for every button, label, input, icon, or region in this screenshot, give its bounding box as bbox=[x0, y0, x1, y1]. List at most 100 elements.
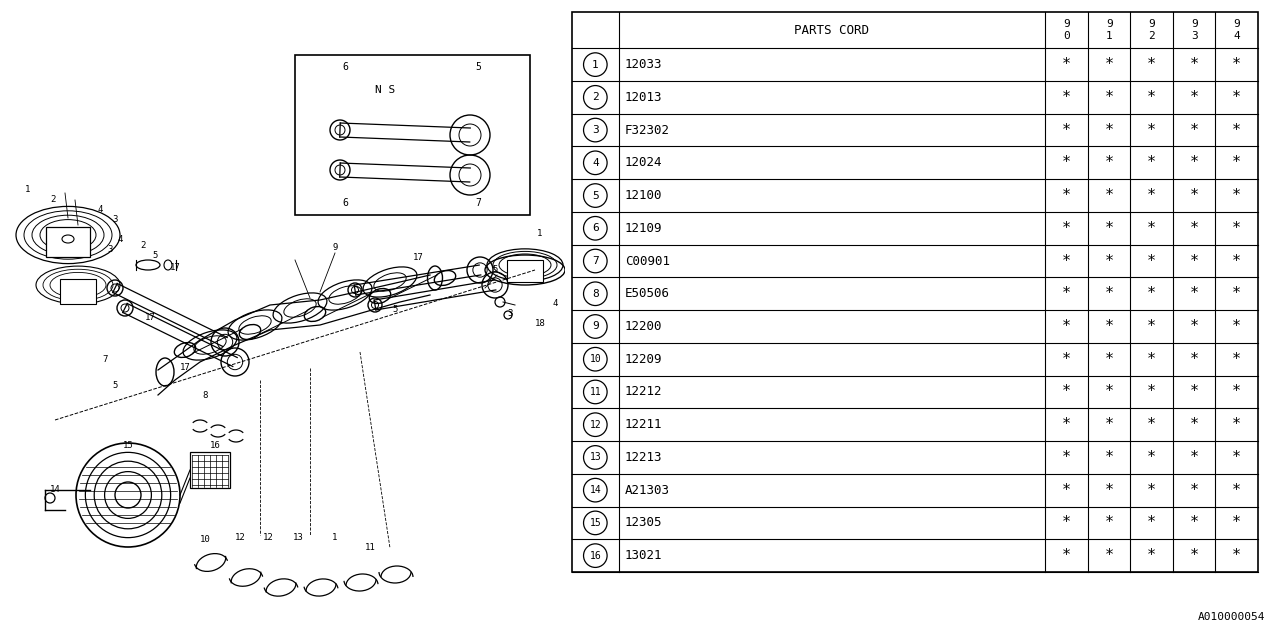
Circle shape bbox=[584, 413, 607, 436]
Text: *: * bbox=[1147, 385, 1156, 399]
Text: *: * bbox=[1147, 156, 1156, 170]
Text: *: * bbox=[1105, 221, 1114, 236]
Text: *: * bbox=[1105, 57, 1114, 72]
Text: 12212: 12212 bbox=[625, 385, 662, 399]
Text: *: * bbox=[1233, 221, 1242, 236]
Text: *: * bbox=[1189, 253, 1199, 269]
Text: *: * bbox=[1062, 483, 1071, 498]
Text: 1: 1 bbox=[333, 532, 338, 541]
Text: 9
1: 9 1 bbox=[1106, 19, 1112, 41]
Text: *: * bbox=[1105, 417, 1114, 432]
Text: *: * bbox=[1233, 417, 1242, 432]
Text: 2: 2 bbox=[141, 241, 146, 250]
Text: 13: 13 bbox=[293, 532, 303, 541]
Text: 10: 10 bbox=[200, 536, 210, 545]
Text: 9
3: 9 3 bbox=[1190, 19, 1198, 41]
Text: PARTS CORD: PARTS CORD bbox=[795, 24, 869, 36]
Text: 4: 4 bbox=[97, 205, 102, 214]
Text: 5: 5 bbox=[475, 62, 481, 72]
Text: *: * bbox=[1147, 352, 1156, 367]
Text: *: * bbox=[1147, 515, 1156, 531]
Text: 16: 16 bbox=[590, 550, 602, 561]
Text: 5: 5 bbox=[591, 191, 599, 200]
Text: 6: 6 bbox=[342, 198, 348, 208]
Circle shape bbox=[584, 86, 607, 109]
Text: *: * bbox=[1147, 319, 1156, 334]
Text: 9
2: 9 2 bbox=[1148, 19, 1155, 41]
Text: 14: 14 bbox=[590, 485, 602, 495]
Text: 17: 17 bbox=[179, 364, 191, 372]
Text: *: * bbox=[1062, 57, 1071, 72]
Text: *: * bbox=[1105, 319, 1114, 334]
Text: *: * bbox=[1105, 188, 1114, 203]
Text: *: * bbox=[1062, 385, 1071, 399]
Circle shape bbox=[584, 53, 607, 76]
Text: *: * bbox=[1233, 548, 1242, 563]
Text: 12211: 12211 bbox=[625, 418, 662, 431]
Text: *: * bbox=[1062, 90, 1071, 105]
Text: 14: 14 bbox=[50, 486, 60, 495]
Text: *: * bbox=[1147, 188, 1156, 203]
Text: 5: 5 bbox=[392, 305, 398, 314]
Text: 9: 9 bbox=[591, 321, 599, 332]
Text: 12109: 12109 bbox=[625, 222, 662, 235]
Text: 16: 16 bbox=[210, 440, 220, 449]
Text: *: * bbox=[1062, 417, 1071, 432]
Text: *: * bbox=[1105, 286, 1114, 301]
Text: F32302: F32302 bbox=[625, 124, 669, 136]
Text: *: * bbox=[1105, 90, 1114, 105]
Text: *: * bbox=[1147, 548, 1156, 563]
Text: 4: 4 bbox=[591, 158, 599, 168]
Circle shape bbox=[584, 380, 607, 404]
Text: *: * bbox=[1233, 515, 1242, 531]
Text: E50506: E50506 bbox=[625, 287, 669, 300]
Text: *: * bbox=[1189, 90, 1199, 105]
Text: 3: 3 bbox=[507, 308, 513, 317]
Text: 5: 5 bbox=[152, 250, 157, 259]
Circle shape bbox=[584, 249, 607, 273]
Text: *: * bbox=[1233, 352, 1242, 367]
Text: *: * bbox=[1189, 483, 1199, 498]
Text: *: * bbox=[1062, 548, 1071, 563]
Bar bbox=[507, 260, 543, 282]
Text: *: * bbox=[1189, 286, 1199, 301]
Text: 6: 6 bbox=[591, 223, 599, 233]
Text: *: * bbox=[1189, 57, 1199, 72]
Text: *: * bbox=[1105, 253, 1114, 269]
Circle shape bbox=[584, 348, 607, 371]
Circle shape bbox=[584, 315, 607, 339]
Text: 7: 7 bbox=[475, 198, 481, 208]
Text: *: * bbox=[1147, 286, 1156, 301]
Text: 17: 17 bbox=[170, 264, 180, 273]
Text: *: * bbox=[1189, 385, 1199, 399]
Text: 8: 8 bbox=[202, 390, 207, 399]
Text: 3: 3 bbox=[591, 125, 599, 135]
Text: *: * bbox=[1105, 483, 1114, 498]
Bar bbox=[572, 12, 1258, 572]
Circle shape bbox=[584, 282, 607, 305]
Text: 17: 17 bbox=[145, 314, 155, 323]
Text: C00901: C00901 bbox=[625, 255, 669, 268]
Text: *: * bbox=[1147, 450, 1156, 465]
Text: *: * bbox=[1233, 57, 1242, 72]
Text: 11: 11 bbox=[365, 543, 375, 552]
Text: *: * bbox=[1189, 548, 1199, 563]
Text: 9
4: 9 4 bbox=[1234, 19, 1240, 41]
Text: *: * bbox=[1062, 352, 1071, 367]
Text: *: * bbox=[1062, 253, 1071, 269]
Text: 13: 13 bbox=[590, 452, 602, 463]
Text: *: * bbox=[1233, 253, 1242, 269]
Text: *: * bbox=[1105, 450, 1114, 465]
Text: *: * bbox=[1233, 156, 1242, 170]
Text: 9: 9 bbox=[333, 243, 338, 253]
Text: 8: 8 bbox=[591, 289, 599, 299]
Text: *: * bbox=[1189, 319, 1199, 334]
Text: *: * bbox=[1062, 515, 1071, 531]
Text: 12: 12 bbox=[590, 420, 602, 429]
Text: 12305: 12305 bbox=[625, 516, 662, 529]
Text: *: * bbox=[1233, 123, 1242, 138]
Text: A21303: A21303 bbox=[625, 484, 669, 497]
Text: 4: 4 bbox=[552, 298, 558, 307]
Text: *: * bbox=[1105, 352, 1114, 367]
Text: *: * bbox=[1062, 123, 1071, 138]
